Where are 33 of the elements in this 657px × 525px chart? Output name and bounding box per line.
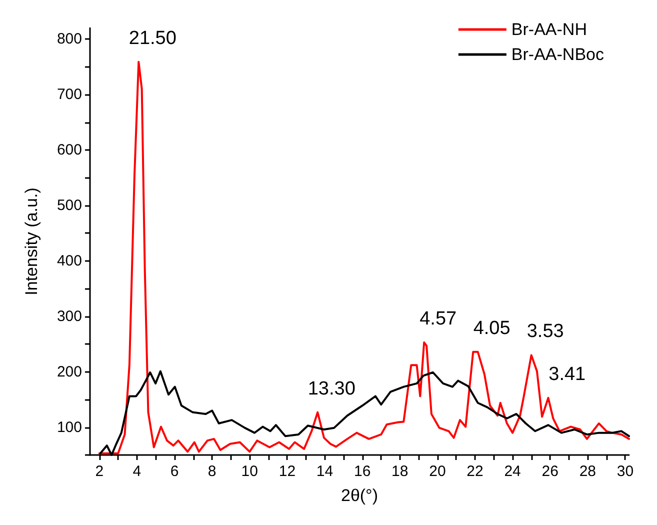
x-tick-label: 22	[466, 463, 484, 480]
x-tick-label: 28	[579, 463, 596, 480]
legend-label: Br-AA-NBoc	[511, 45, 604, 64]
x-tick-label: 24	[504, 463, 521, 480]
x-tick-label: 18	[392, 463, 408, 480]
annotation: 21.50	[128, 28, 176, 49]
legend-label: Br-AA-NH	[511, 20, 587, 39]
y-tick-label: 400	[56, 252, 82, 270]
x-tick-label: 2	[95, 463, 104, 480]
y-tick-label: 500	[56, 196, 82, 214]
x-tick-label: 4	[132, 463, 142, 480]
x-axis-title: 2θ(°)	[340, 486, 378, 505]
y-tick-label: 600	[56, 142, 82, 158]
annotation: 13.30	[308, 378, 356, 400]
x-tick-label: 8	[208, 463, 216, 480]
y-tick-label: 800	[56, 30, 82, 48]
x-tick-label: 10	[241, 463, 258, 480]
y-tick-label: 700	[56, 86, 82, 104]
x-tick-label: 12	[278, 463, 296, 480]
annotation: 4.57	[420, 308, 457, 330]
x-tick-label: 26	[542, 463, 558, 480]
y-tick-label: 300	[56, 308, 82, 325]
x-tick-label: 6	[170, 463, 179, 480]
y-tick-label: 100	[56, 418, 82, 436]
y-tick-label: 200	[56, 363, 82, 380]
annotation: 4.05	[473, 318, 510, 339]
x-tick-label: 16	[354, 463, 371, 480]
x-tick-label: 20	[429, 463, 446, 480]
annotation: 3.41	[548, 364, 586, 385]
x-tick-label: 14	[316, 463, 334, 480]
annotation: 3.53	[526, 321, 564, 342]
y-axis-title: Intensity (a.u.)	[22, 188, 41, 296]
x-tick-label: 30	[616, 463, 634, 480]
